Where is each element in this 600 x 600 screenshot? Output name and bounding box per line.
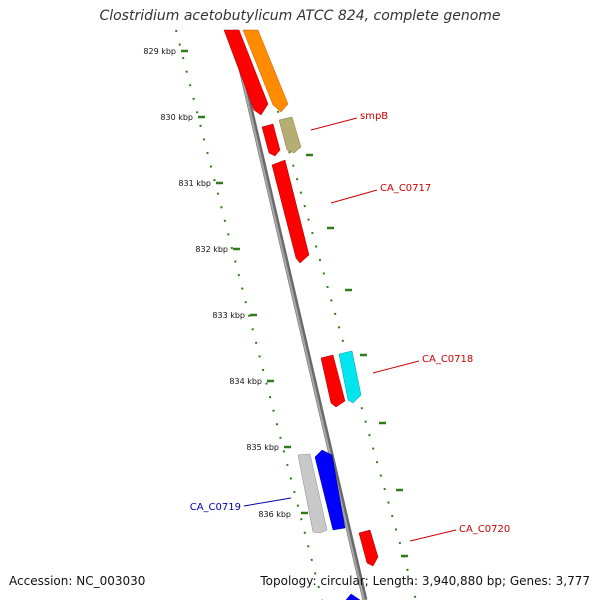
CA_C0720-leader-line [409,529,457,542]
CA_C0719-leader-line [243,497,292,507]
gene-label-CA_C0717[interactable]: CA_C0717 [380,183,431,194]
gene-label-CA_C0719[interactable]: CA_C0719 [190,502,241,513]
kbp-label: 836 kbp [258,510,291,519]
kbp-label: 834 kbp [229,377,262,386]
genome-summary-text: Topology: circular; Length: 3,940,880 bp… [260,574,590,588]
gene-label-smpB[interactable]: smpB [360,111,388,122]
kbp-label: 833 kbp [212,311,245,320]
gene-CA_C0717[interactable] [271,159,310,264]
CA_C0718-leader-line [372,360,420,374]
gene-cyan[interactable] [338,350,362,404]
inner-tick-ring [175,29,323,600]
kbp-label: 835 kbp [246,443,279,452]
genome-backbone-highlight [230,29,365,600]
smpB-leader-line [310,117,358,131]
gene-CA_C0718[interactable] [320,354,346,408]
kbp-label: 831 kbp [178,179,211,188]
gene-red-small[interactable] [261,123,281,157]
kbp-label: 830 kbp [160,113,193,122]
gene-orange[interactable] [242,29,289,113]
gene-label-CA_C0720[interactable]: CA_C0720 [459,524,510,535]
CA_C0717-leader-line [330,189,378,204]
gene-red-top[interactable] [223,29,269,116]
kbp-label: 829 kbp [143,47,176,56]
gene-gray[interactable] [297,453,328,534]
gene-CA_C0720[interactable] [358,529,379,567]
kbp-label: 832 kbp [195,245,228,254]
gene-smpB[interactable] [278,116,302,154]
gene-blue-bottom[interactable] [345,593,361,600]
map-title: Clostridium acetobutylicum ATCC 824, com… [99,8,501,24]
gene-label-CA_C0718[interactable]: CA_C0718 [422,354,473,365]
accession-text: Accession: NC_003030 [9,574,146,588]
gene-CA_C0719[interactable] [314,449,346,531]
